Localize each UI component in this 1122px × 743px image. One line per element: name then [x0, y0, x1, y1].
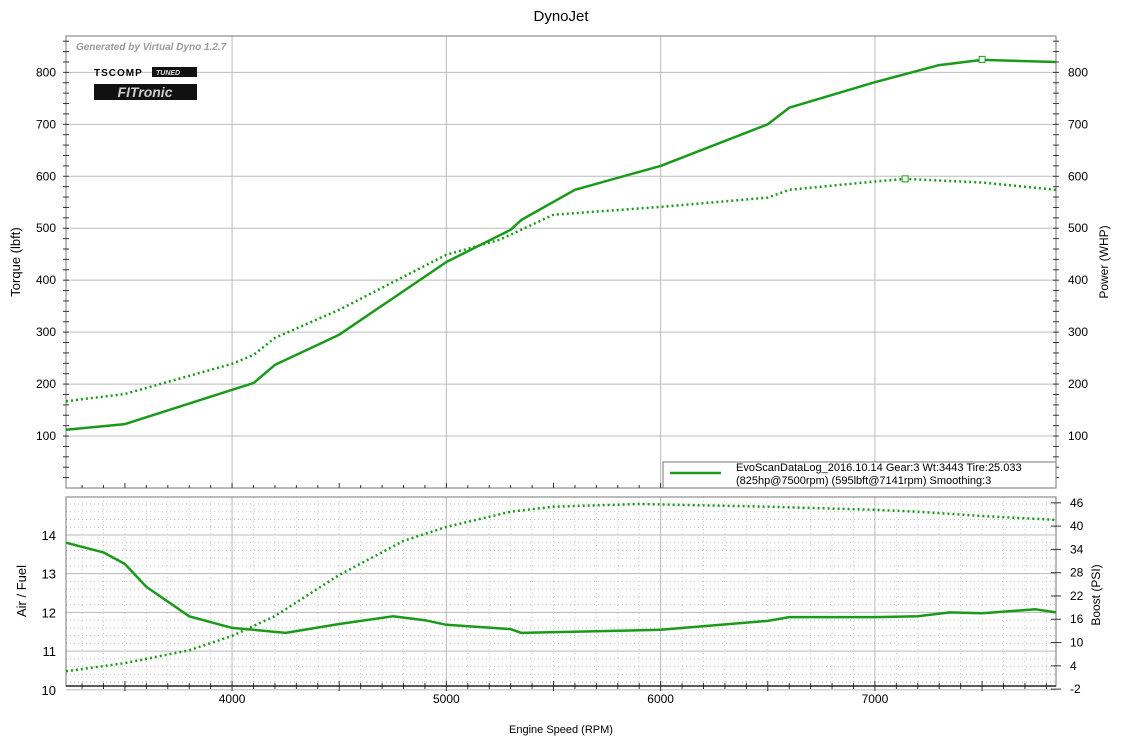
y-tick-label-torque: 700: [36, 117, 56, 131]
y-tick-label-boost: 28: [1070, 566, 1084, 580]
svg-text:TSCOMP: TSCOMP: [94, 68, 143, 79]
legend-line2: (825hp@7500rpm) (595lbft@7141rpm) Smooth…: [736, 475, 991, 487]
y-tick-label-power: 700: [1068, 117, 1088, 131]
y-tick-label-power: 100: [1068, 429, 1088, 443]
power-line: [65, 58, 1057, 432]
y-tick-label-boost: 16: [1070, 612, 1084, 626]
watermark: Generated by Virtual Dyno 1.2.7: [76, 42, 227, 53]
y-tick-label-boost: 10: [1070, 636, 1084, 650]
legend: EvoScanDataLog_2016.10.14 Gear:3 Wt:3443…: [662, 461, 1057, 489]
afr-line: [65, 541, 1057, 635]
y-tick-label-boost: 34: [1070, 542, 1084, 556]
torque-peak-marker: [901, 175, 909, 183]
y-tick-label-boost: 40: [1070, 519, 1084, 533]
y-tick-label-torque: 500: [36, 221, 56, 235]
svg-text:FITronic: FITronic: [118, 84, 173, 100]
y-tick-label-torque: 200: [36, 377, 56, 391]
y-tick-label-power: 300: [1068, 325, 1088, 339]
y-tick-label-power: 500: [1068, 221, 1088, 235]
y-tick-label-torque: 100: [36, 429, 56, 443]
y-tick-label-afr: 12: [42, 605, 56, 620]
y-axis-label-torque: Torque (lbft): [8, 227, 23, 296]
chart-title: DynoJet: [533, 8, 589, 25]
y-tick-label-torque: 600: [36, 169, 56, 183]
y-tick-label-torque: 400: [36, 273, 56, 287]
torque-line: [65, 177, 1057, 403]
y-tick-label-afr: 13: [42, 567, 56, 582]
y-tick-label-power: 800: [1068, 65, 1088, 79]
y-tick-label-boost: 4: [1070, 659, 1077, 673]
x-tick-label: 4000: [219, 692, 246, 706]
top-plot-frame: [65, 35, 1057, 489]
x-tick-label: 5000: [433, 692, 460, 706]
y-tick-label-afr: 10: [42, 683, 56, 698]
y-tick-label-boost: 46: [1070, 496, 1084, 510]
y-tick-label-power: 600: [1068, 169, 1088, 183]
tscomp-logo: TSCOMP TUNED: [94, 67, 197, 79]
boost-line: [65, 502, 1057, 673]
svg-text:TUNED: TUNED: [156, 70, 180, 77]
power-peak-marker: [978, 55, 986, 63]
y-tick-label-power: 200: [1068, 377, 1088, 391]
y-tick-label-boost: -2: [1070, 682, 1081, 696]
y-tick-label-torque: 300: [36, 325, 56, 339]
fitronic-logo: FITronic: [94, 84, 197, 100]
y-axis-label-boost: Boost (PSI): [1089, 564, 1103, 625]
y-tick-label-afr: 14: [42, 528, 56, 543]
y-tick-label-afr: 11: [43, 644, 57, 659]
y-tick-label-torque: 800: [36, 65, 56, 79]
y-tick-label-power: 400: [1068, 273, 1088, 287]
y-axis-label-power: Power (WHP): [1097, 225, 1111, 298]
x-tick-label: 6000: [647, 692, 674, 706]
y-tick-label-boost: 22: [1070, 589, 1084, 603]
x-axis-label: Engine Speed (RPM): [509, 724, 613, 736]
bottom-plot-frame: [65, 496, 1057, 687]
x-tick-label: 7000: [862, 692, 889, 706]
y-axis-label-afr: Air / Fuel: [14, 565, 29, 617]
legend-line1: EvoScanDataLog_2016.10.14 Gear:3 Wt:3443…: [736, 462, 1022, 474]
